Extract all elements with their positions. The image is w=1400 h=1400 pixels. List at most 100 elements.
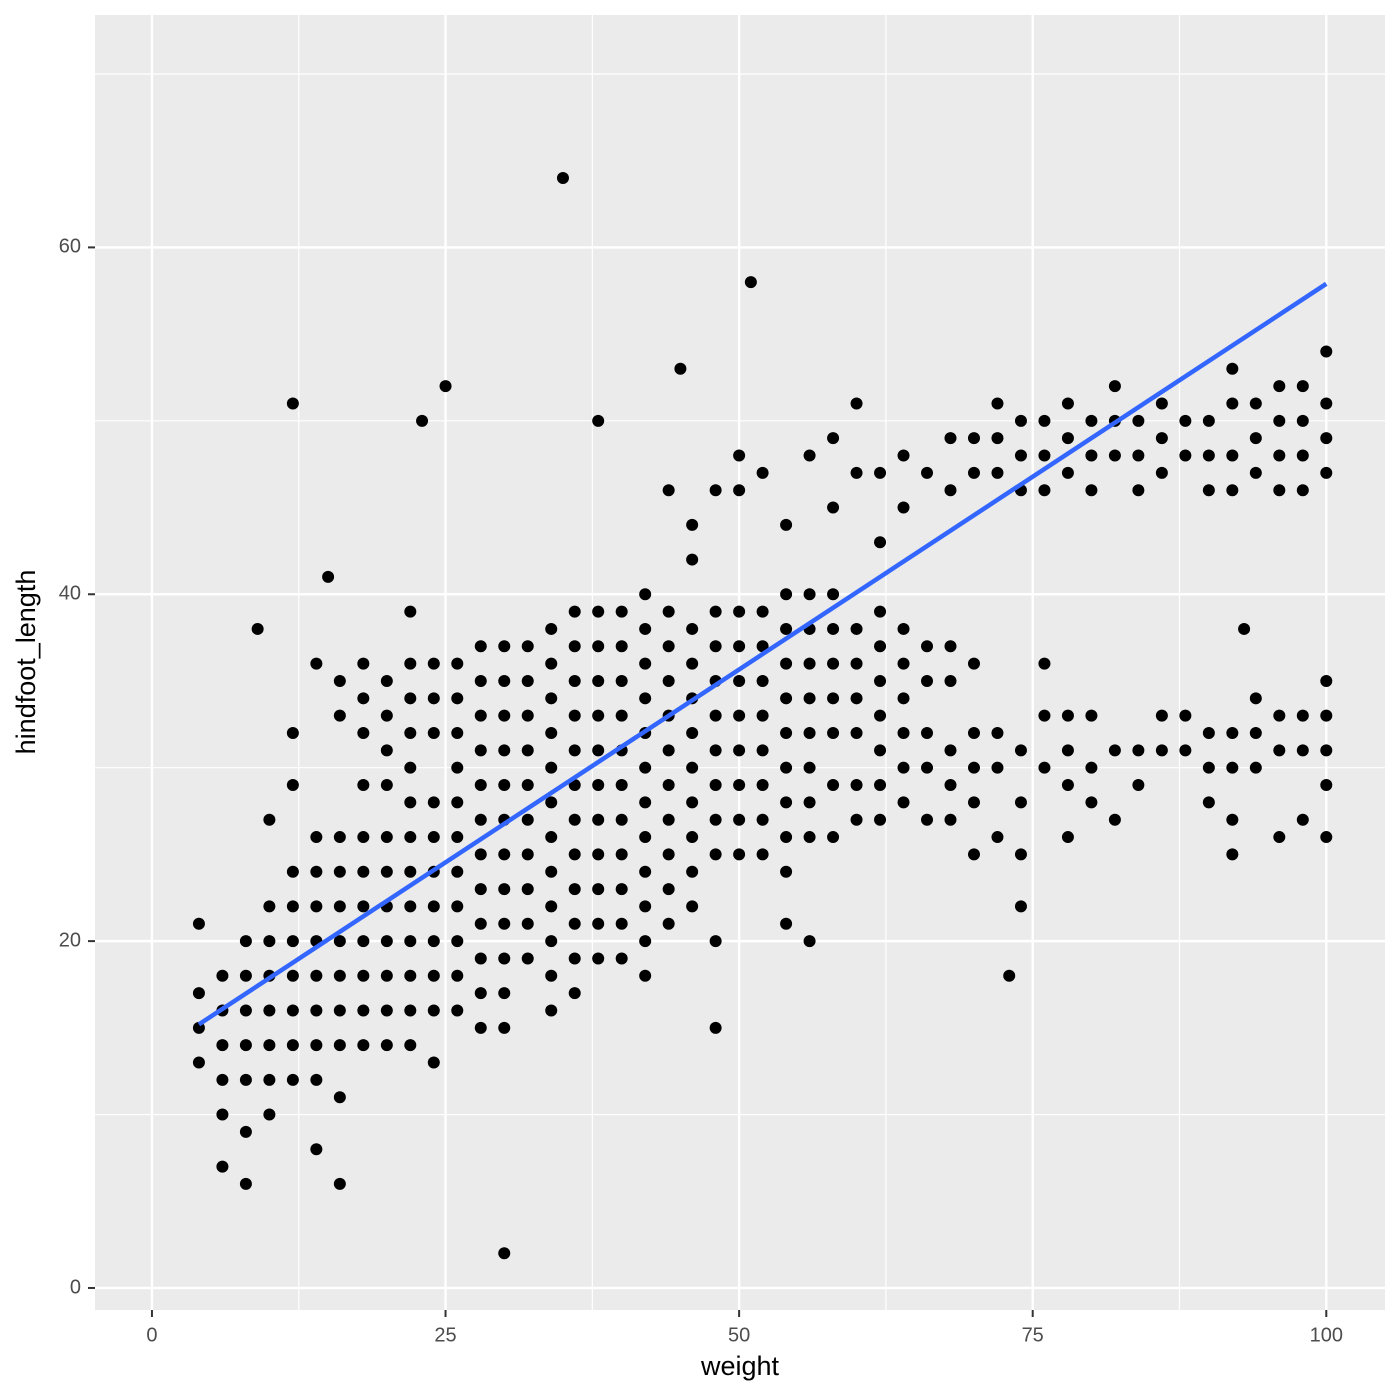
point [756, 674, 769, 687]
point [803, 935, 816, 948]
point [427, 1004, 440, 1017]
point [310, 1143, 323, 1156]
point [921, 640, 934, 653]
point [498, 674, 511, 687]
point [474, 952, 487, 965]
point [803, 692, 816, 705]
point [263, 1108, 276, 1121]
point [333, 1004, 346, 1017]
point [897, 501, 910, 514]
point [404, 865, 417, 878]
point [451, 900, 464, 913]
point [639, 935, 652, 948]
point [780, 622, 793, 635]
point [474, 813, 487, 826]
point [545, 865, 558, 878]
point [1061, 831, 1074, 844]
point [1238, 622, 1251, 635]
point [944, 484, 957, 497]
point [756, 744, 769, 757]
point [639, 969, 652, 982]
point [921, 466, 934, 479]
point [310, 969, 323, 982]
point [357, 1004, 370, 1017]
point [427, 692, 440, 705]
point [498, 709, 511, 722]
point [1085, 414, 1098, 427]
point [333, 969, 346, 982]
point [1014, 900, 1027, 913]
point [827, 726, 840, 739]
point [897, 692, 910, 705]
point [404, 692, 417, 705]
point [639, 761, 652, 774]
point [286, 935, 299, 948]
point [615, 674, 628, 687]
point [451, 831, 464, 844]
point [404, 1039, 417, 1052]
point [686, 726, 699, 739]
point [286, 969, 299, 982]
point [1038, 414, 1051, 427]
point [1320, 674, 1333, 687]
point [615, 952, 628, 965]
point [1179, 449, 1192, 462]
point [357, 831, 370, 844]
point [521, 640, 534, 653]
point [897, 622, 910, 635]
point [850, 397, 863, 410]
point [263, 900, 276, 913]
point [967, 466, 980, 479]
point [451, 796, 464, 809]
point [921, 813, 934, 826]
point [1085, 449, 1098, 462]
point [897, 726, 910, 739]
point [333, 1091, 346, 1104]
point [967, 848, 980, 861]
point [333, 865, 346, 878]
point [756, 813, 769, 826]
point [897, 657, 910, 670]
x-tick-label: 0 [146, 1324, 157, 1346]
point [1226, 848, 1239, 861]
point [686, 796, 699, 809]
point [592, 813, 605, 826]
point [1085, 709, 1098, 722]
point [521, 779, 534, 792]
point [803, 831, 816, 844]
point [639, 588, 652, 601]
point [733, 640, 746, 653]
point [568, 813, 581, 826]
point [1108, 380, 1121, 393]
point [451, 692, 464, 705]
point [686, 553, 699, 566]
point [333, 831, 346, 844]
point [944, 744, 957, 757]
point [662, 883, 675, 896]
point [1249, 761, 1262, 774]
point [263, 935, 276, 948]
point [944, 779, 957, 792]
point [286, 1073, 299, 1086]
point [1202, 726, 1215, 739]
point [850, 622, 863, 635]
point [498, 779, 511, 792]
point [967, 657, 980, 670]
point [498, 1247, 511, 1260]
y-axis-title: hindfoot_length [11, 570, 41, 755]
point [357, 865, 370, 878]
point [662, 484, 675, 497]
point [709, 744, 722, 757]
point [1014, 449, 1027, 462]
point [1085, 796, 1098, 809]
point [357, 935, 370, 948]
point [545, 796, 558, 809]
point [1085, 761, 1098, 774]
point [1273, 744, 1286, 757]
point [380, 709, 393, 722]
point [944, 432, 957, 445]
point [1132, 449, 1145, 462]
point [568, 987, 581, 1000]
point [780, 588, 793, 601]
point [1320, 397, 1333, 410]
